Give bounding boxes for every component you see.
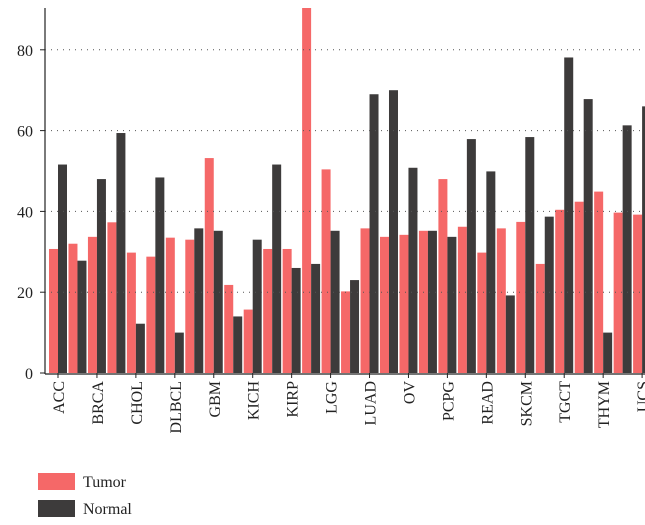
bar — [408, 167, 418, 373]
x-tick-label: KICH — [246, 381, 263, 421]
bar — [282, 248, 292, 373]
bar — [544, 216, 554, 373]
bar — [77, 260, 87, 373]
bar — [96, 179, 106, 373]
bar — [535, 263, 545, 373]
bar — [165, 237, 175, 373]
x-tick-label: DLBCL — [168, 381, 185, 433]
bar — [107, 222, 117, 373]
bar — [224, 284, 234, 373]
bar — [516, 221, 526, 373]
bar — [263, 248, 273, 373]
x-tick-label: KIRP — [285, 381, 302, 418]
bar — [233, 316, 243, 373]
bar — [49, 248, 58, 373]
bar — [633, 214, 643, 373]
x-tick-label: TGCT — [557, 381, 574, 423]
bar — [330, 230, 340, 373]
bar — [272, 164, 282, 373]
bar — [116, 133, 126, 373]
y-tick-label: 20 — [17, 285, 33, 302]
bar — [427, 230, 437, 373]
x-tick-label: GBM — [207, 381, 224, 417]
bar — [594, 191, 604, 373]
bar — [642, 106, 645, 374]
bar — [252, 239, 262, 373]
bar — [194, 228, 204, 373]
legend-label: Normal — [83, 501, 132, 518]
bar — [185, 239, 195, 373]
bar — [360, 228, 370, 373]
bar — [68, 243, 78, 373]
y-tick-label: 40 — [17, 204, 33, 221]
bar — [613, 212, 623, 373]
bar — [341, 291, 351, 373]
bar — [311, 263, 321, 373]
legend-swatch — [38, 500, 75, 517]
x-tick-label: BRCA — [90, 381, 107, 425]
legend-swatch — [38, 473, 75, 490]
x-tick-label: READ — [479, 381, 496, 425]
bar — [388, 90, 398, 373]
bar — [58, 164, 67, 373]
bar — [486, 171, 496, 373]
bar — [496, 228, 506, 373]
bar — [302, 8, 312, 374]
bar — [603, 332, 613, 373]
bar — [418, 230, 428, 373]
bar — [350, 280, 360, 373]
y-tick-label: 0 — [25, 366, 33, 383]
bar — [213, 230, 223, 373]
bar — [87, 236, 97, 373]
x-tick-label: THYM — [596, 381, 613, 428]
bar — [243, 309, 253, 373]
x-tick-label: ACC — [51, 381, 68, 414]
bar — [574, 201, 584, 373]
x-tick-label: SKCM — [518, 381, 535, 426]
legend-label: Tumor — [83, 474, 127, 491]
y-tick-label: 60 — [17, 124, 33, 141]
bar — [126, 252, 136, 373]
y-tick-label: 80 — [17, 43, 33, 60]
bar — [466, 139, 476, 373]
bar — [505, 295, 515, 373]
bar — [321, 169, 331, 373]
bar — [457, 226, 467, 373]
bar — [369, 94, 379, 374]
bar — [564, 57, 574, 373]
bar — [291, 267, 301, 373]
bar — [155, 177, 165, 373]
x-tick-label: OV — [401, 381, 418, 405]
x-tick-label: PCPG — [440, 381, 457, 421]
bar — [583, 99, 593, 373]
x-tick-label: CHOL — [129, 381, 146, 425]
bar — [555, 209, 565, 373]
bar — [525, 137, 535, 373]
bar — [447, 236, 457, 373]
bar — [477, 252, 487, 373]
bar — [379, 236, 389, 373]
bar — [438, 179, 448, 373]
bar — [622, 125, 632, 374]
x-tick-label: LUAD — [363, 381, 380, 425]
bar — [135, 323, 145, 373]
bar — [204, 158, 214, 373]
x-tick-label: LGG — [324, 381, 341, 414]
bar — [146, 256, 156, 373]
x-tick-label: UCS — [635, 381, 645, 412]
bar — [174, 332, 184, 373]
plot-area — [49, 8, 645, 374]
bar — [399, 234, 409, 373]
